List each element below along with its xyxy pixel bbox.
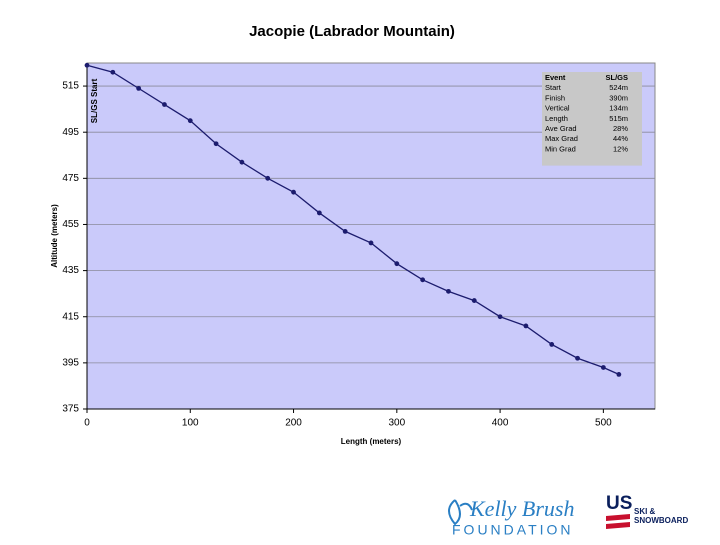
data-point [523,323,529,329]
logo-us-ski: US SKI & SNOWBOARD [606,493,688,529]
data-point [471,298,477,303]
data-point [497,314,503,320]
data-point [368,240,374,246]
table-cell: 44% [613,134,628,143]
data-point [420,277,426,283]
table-cell: 12% [613,144,628,153]
logo-text: SKI & [634,507,656,516]
data-point [84,62,90,68]
data-point [600,365,606,370]
x-tick-label: 300 [388,418,405,429]
y-tick-label: 435 [62,265,79,276]
x-tick-label: 400 [492,418,509,429]
table-cell: 515m [609,114,628,123]
stats-table: Event SL/GS Start 524m Finish 390m Vertical 134… [542,72,642,166]
annotation: SL/GS Start [90,78,99,123]
logo-text: FOUNDATION [452,522,574,538]
x-axis-title: Length (meters) [341,437,402,446]
table-background [542,72,642,166]
data-point [446,288,451,294]
data-point [342,228,348,234]
y-tick-label: 495 [62,127,79,138]
y-axis-title: Altitude (meters) [50,204,59,268]
x-tick-label: 200 [285,418,302,429]
x-tick-label: 100 [182,418,199,429]
logo-text: Kelly Brush [469,496,575,521]
table-cell: Min Grad [545,144,576,153]
table-header: Event [545,73,566,82]
data-point [239,159,245,165]
y-tick-label: 375 [62,404,79,415]
table-cell: 28% [613,124,628,133]
table-cell: Start [545,83,562,92]
data-point [265,175,271,181]
data-point [316,210,322,216]
data-point [136,85,142,91]
table-cell: Length [545,114,568,123]
table-cell: Ave Grad [545,124,577,133]
logo-stripes [606,514,630,529]
table-header: SL/GS [605,73,628,82]
y-tick-label: 515 [62,81,79,92]
table-cell: Finish [545,93,565,102]
y-tick-label: 455 [62,219,79,230]
y-tick-label: 395 [62,358,79,369]
series-line [86,64,620,375]
chart-title: Jacopie (Labrador Mountain) [249,23,455,40]
table-cell: 524m [609,83,628,92]
data-point [162,102,167,107]
table-cell: 134m [609,104,628,113]
table-cell: Vertical [545,104,570,113]
table-cell: 390m [609,93,628,102]
logo-text: US [606,493,632,514]
x-tick-label: 500 [595,418,612,429]
logo-icon [448,499,473,526]
y-tick-label: 415 [62,311,79,322]
data-point [394,261,400,267]
data-point [110,69,116,75]
data-point [616,372,622,377]
logo-kelly-brush: Kelly Brush FOUNDATION [448,496,575,538]
data-point [291,189,296,195]
x-tick-label: 0 [84,418,90,429]
data-point [213,141,219,147]
logo-text: SNOWBOARD [634,516,688,525]
data-point [575,355,580,361]
data-point [549,342,555,347]
y-tick-label: 475 [62,173,79,184]
table-cell: Max Grad [545,134,578,143]
data-point [187,118,193,124]
